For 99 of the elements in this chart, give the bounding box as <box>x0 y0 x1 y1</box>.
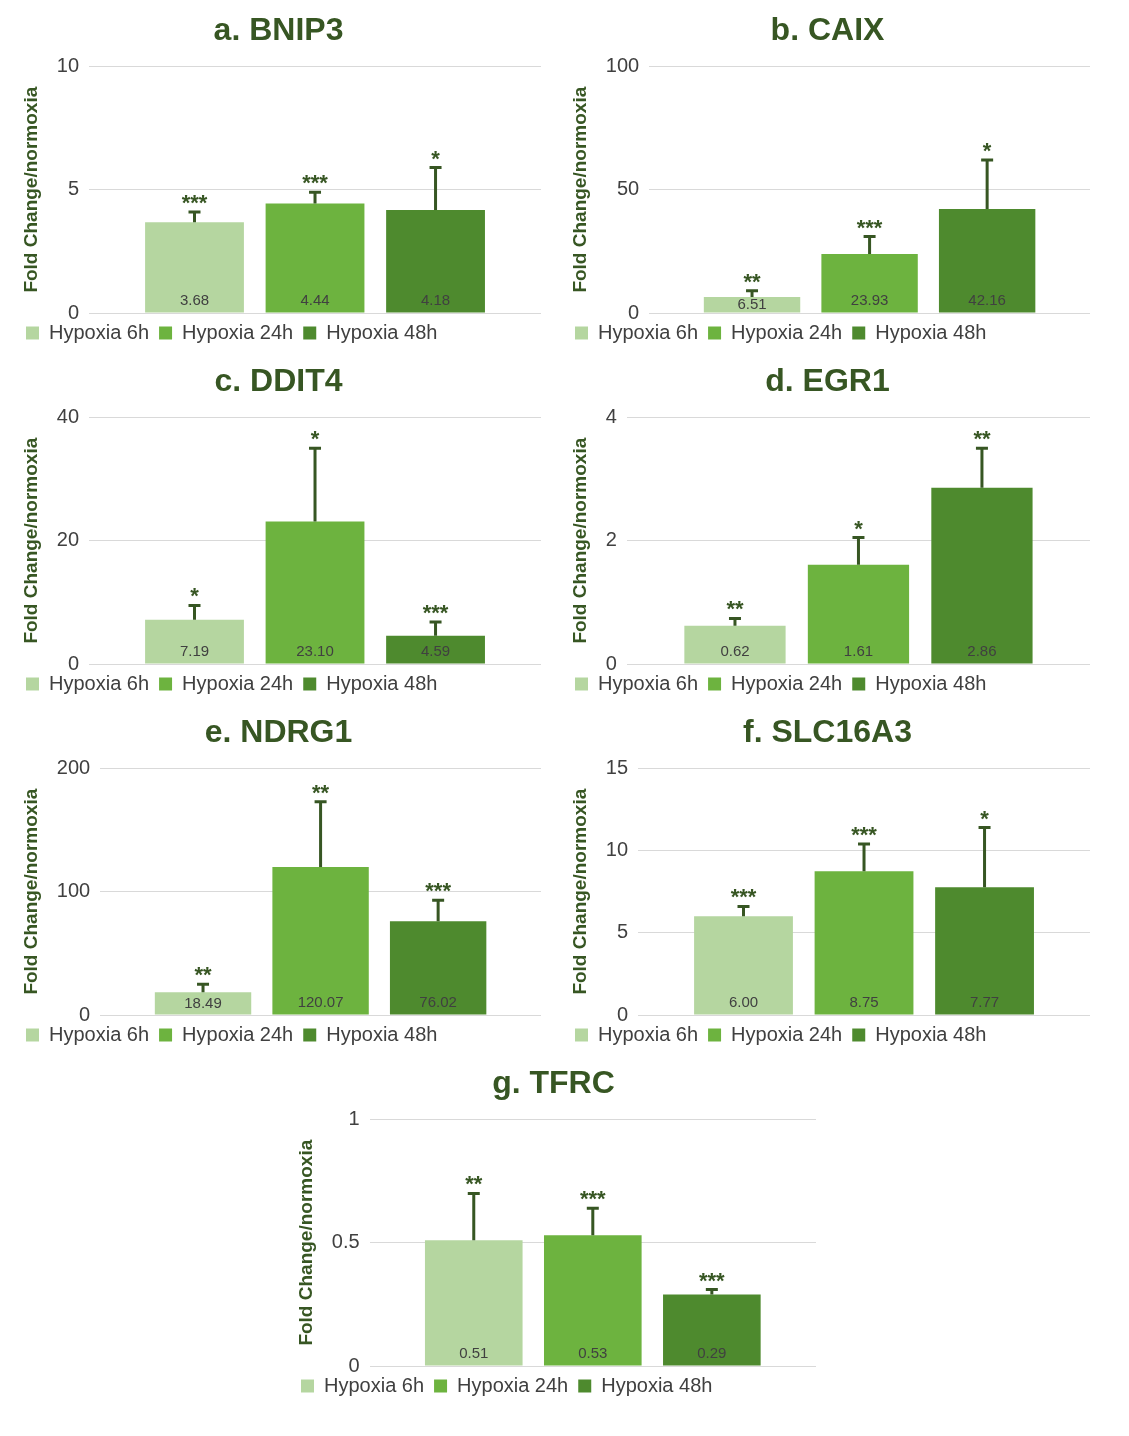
data-label: 8.75 <box>849 993 879 1011</box>
y-tick-label: 50 <box>616 177 640 200</box>
data-label: 18.49 <box>184 993 222 1011</box>
y-tick-label: 0 <box>67 300 80 323</box>
data-label: 76.02 <box>419 993 457 1011</box>
y-axis-title: Fold Change/normoxia <box>568 86 590 293</box>
annotation: * <box>854 515 864 541</box>
legend-label: Hypoxia 24h <box>182 1022 294 1045</box>
data-label: 4.18 <box>420 291 451 309</box>
y-tick-label: 40 <box>56 404 80 427</box>
annotation: ** <box>312 779 330 805</box>
y-tick-label: 10 <box>605 838 629 861</box>
data-label: 6.00 <box>728 993 759 1011</box>
y-tick-label: 10 <box>56 53 80 76</box>
annotation: *** <box>856 214 883 240</box>
y-tick-label: 0.5 <box>331 1230 360 1253</box>
annotation: *** <box>425 878 452 904</box>
data-label: 0.53 <box>577 1344 607 1362</box>
y-tick-label: 0 <box>79 1002 91 1025</box>
annotation: *** <box>181 189 208 215</box>
data-label: 7.77 <box>969 993 1000 1011</box>
legend-label: Hypoxia 6h <box>49 320 150 343</box>
legend-label: Hypoxia 24h <box>182 671 294 694</box>
y-tick-label: 100 <box>605 53 640 76</box>
data-label: 1.61 <box>843 642 874 660</box>
legend-label: Hypoxia 6h <box>598 1022 699 1045</box>
legend-label: Hypoxia 24h <box>182 320 294 343</box>
data-label: 4.44 <box>300 291 330 309</box>
annotation: *** <box>579 1186 606 1212</box>
data-label: 0.29 <box>696 1344 726 1362</box>
data-label: 120.07 <box>297 993 344 1011</box>
legend-label: Hypoxia 48h <box>326 320 438 343</box>
annotation: ** <box>194 962 213 988</box>
annotation: * <box>431 145 441 171</box>
y-axis-title: Fold Change/normoxia <box>568 788 590 995</box>
data-label: 0.51 <box>458 1344 488 1362</box>
legend-label: Hypoxia 24h <box>731 320 843 343</box>
annotation: ** <box>973 426 991 452</box>
y-tick-label: 0 <box>628 300 640 323</box>
y-tick-label: 4 <box>605 404 617 427</box>
annotation: * <box>982 138 992 164</box>
legend-label: Hypoxia 6h <box>49 1022 150 1045</box>
legend-label: Hypoxia 6h <box>598 671 699 694</box>
annotation: ** <box>464 1171 483 1197</box>
y-tick-label: 20 <box>56 528 80 551</box>
chart-title: f. SLC16A3 <box>743 713 912 750</box>
legend-label: Hypoxia 6h <box>598 320 699 343</box>
data-label: 7.19 <box>179 642 210 660</box>
annotation: * <box>190 583 200 609</box>
y-tick-label: 100 <box>56 879 91 902</box>
annotation: ** <box>726 596 744 622</box>
legend-label: Hypoxia 48h <box>326 671 438 694</box>
chart-title: g. TFRC <box>491 1064 615 1101</box>
chart-title: e. NDRG1 <box>204 713 353 750</box>
legend-label: Hypoxia 24h <box>456 1373 568 1396</box>
chart-title: a. BNIP3 <box>213 11 344 48</box>
annotation: *** <box>302 170 329 196</box>
legend-label: Hypoxia 48h <box>875 671 987 694</box>
y-axis-title: Fold Change/normoxia <box>294 1139 316 1346</box>
data-label: 42.16 <box>968 291 1006 309</box>
chart-title: b. CAIX <box>770 11 886 48</box>
y-tick-label: 2 <box>605 528 617 551</box>
y-tick-label: 200 <box>56 755 91 778</box>
y-tick-label: 0 <box>605 651 617 674</box>
y-axis-title: Fold Change/normoxia <box>19 788 41 995</box>
legend-label: Hypoxia 48h <box>326 1022 438 1045</box>
data-label: 4.59 <box>420 642 451 660</box>
data-label: 0.62 <box>720 642 750 660</box>
legend-label: Hypoxia 24h <box>731 671 843 694</box>
data-label: 2.86 <box>967 642 997 660</box>
annotation: * <box>310 426 320 452</box>
y-tick-label: 5 <box>616 920 629 943</box>
y-tick-label: 1 <box>347 1106 360 1129</box>
legend-label: Hypoxia 6h <box>49 671 150 694</box>
y-tick-label: 0 <box>67 651 80 674</box>
chart-title: d. EGR1 <box>765 362 890 399</box>
y-axis-title: Fold Change/normoxia <box>568 437 590 644</box>
annotation: *** <box>422 600 449 626</box>
data-label: 23.93 <box>850 291 889 309</box>
data-label: 6.51 <box>737 295 767 313</box>
legend-label: Hypoxia 48h <box>875 1022 987 1045</box>
y-tick-label: 0 <box>616 1002 629 1025</box>
legend-label: Hypoxia 24h <box>731 1022 843 1045</box>
annotation: *** <box>698 1267 725 1293</box>
data-label: 23.10 <box>296 642 334 660</box>
y-tick-label: 15 <box>605 755 629 778</box>
y-tick-label: 5 <box>67 177 80 200</box>
y-axis-title: Fold Change/normoxia <box>19 437 41 644</box>
annotation: *** <box>851 822 878 848</box>
annotation: *** <box>730 884 757 910</box>
legend-label: Hypoxia 48h <box>600 1373 712 1396</box>
y-axis-title: Fold Change/normoxia <box>19 86 41 293</box>
legend-label: Hypoxia 6h <box>323 1373 424 1396</box>
data-label: 3.68 <box>179 291 210 309</box>
annotation: * <box>980 805 990 831</box>
y-tick-label: 0 <box>347 1353 360 1376</box>
annotation: ** <box>743 268 762 294</box>
chart-title: c. DDIT4 <box>214 362 343 399</box>
legend-label: Hypoxia 48h <box>875 320 987 343</box>
